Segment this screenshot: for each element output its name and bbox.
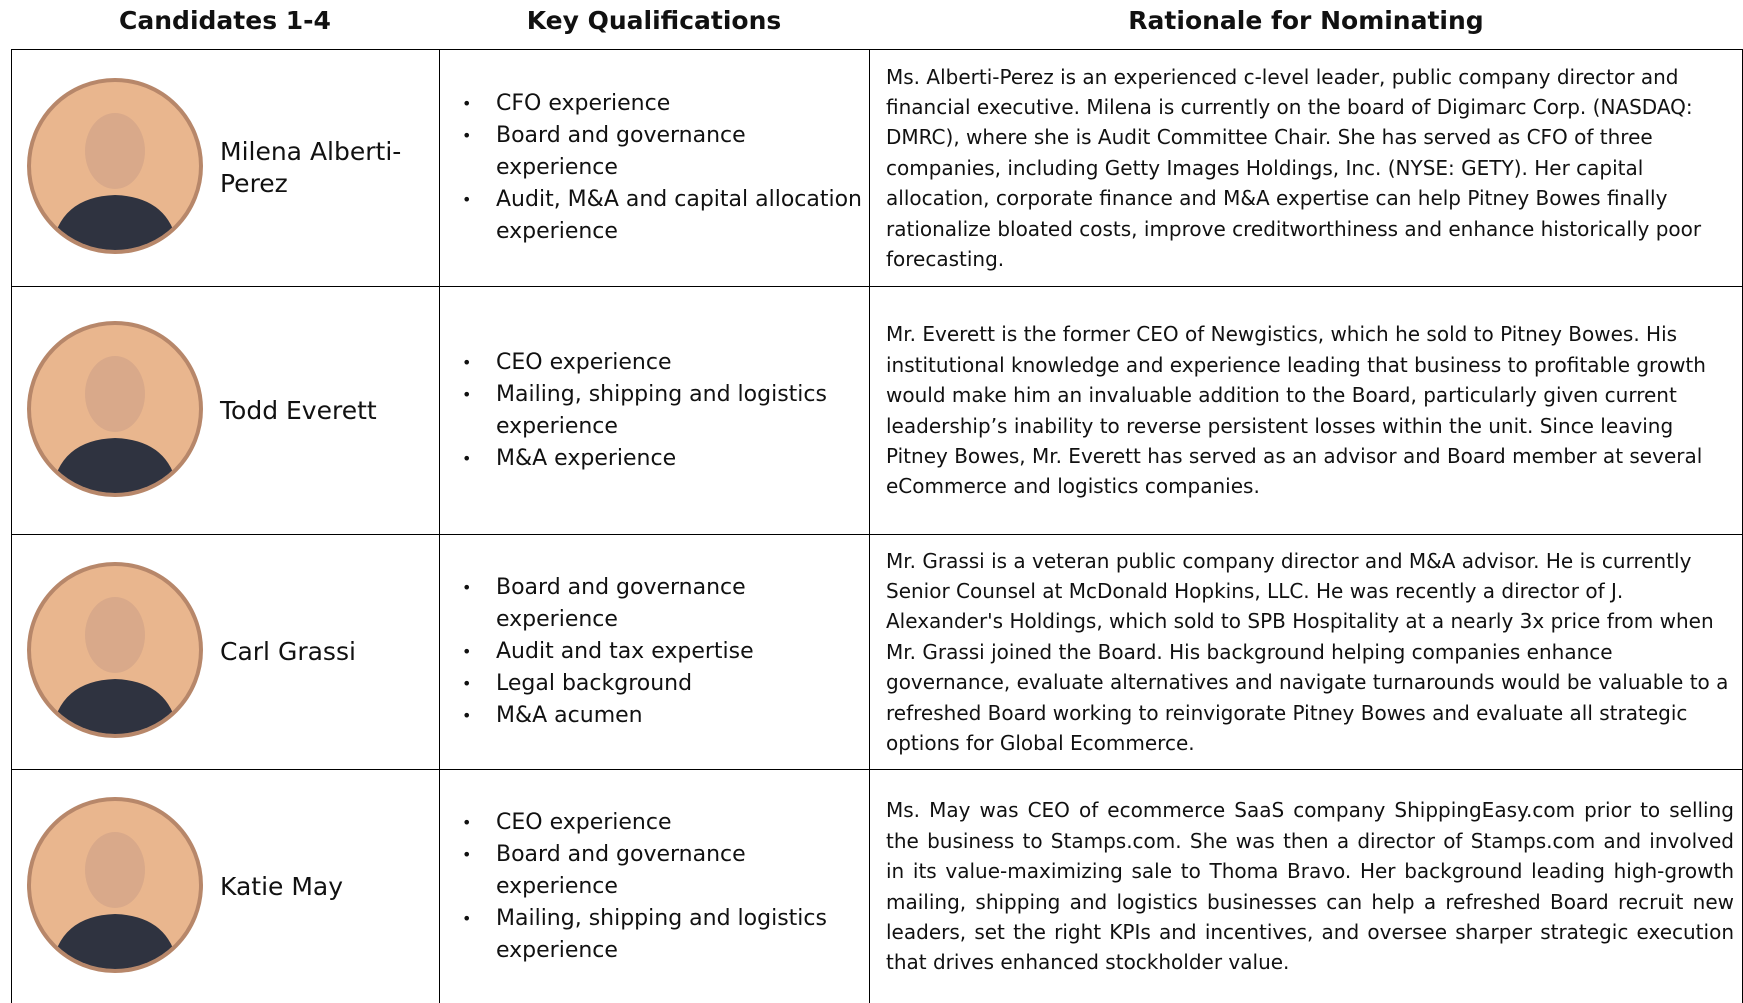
qualification: Mailing, shipping and logistics experien… [462,379,869,443]
name-cell: Todd Everett [11,287,439,534]
candidate-row: Todd Everett CEO experienceMailing, shipp… [11,286,1743,534]
rationale: Ms. May was CEO of ecommerce SaaS compan… [886,798,1734,975]
photo-frame [26,796,204,978]
column-header: Candidates 1-4 [119,6,331,35]
candidate-table: Milena Alberti-PerezCFO experienceBoard … [11,49,1743,1003]
photo [27,78,203,254]
rationale-cell: Ms. May was CEO of ecommerce SaaS compan… [869,770,1743,1003]
qualification-list: Board and governance experienceAudit and… [440,572,869,732]
qualifications-cell: CFO experienceBoard and governance exper… [439,50,869,286]
qualification: CFO experience [462,88,869,120]
qualification: Board and governance experience [462,839,869,903]
candidate-name: Todd Everett [220,395,377,425]
rationale-cell: Ms. Alberti-Perez is an experienced c-le… [869,50,1743,286]
qualification: Board and governance experience [462,120,869,184]
rationale: Mr. Grassi is a veteran public company d… [886,548,1729,756]
photo [27,562,203,738]
column-header: Key Qualifications [526,6,782,35]
qualification: Legal background [462,668,869,700]
qualifications-cell: CEO experienceBoard and governance exper… [439,770,869,1003]
qualification-list: CFO experienceBoard and governance exper… [440,88,869,248]
qualification-list: CEO experienceMailing, shipping and logi… [440,347,869,475]
rationale: Mr. Everett is the former CEO of Newgist… [886,322,1706,499]
photo-frame [26,561,204,743]
qualification: Audit and tax expertise [462,636,869,668]
photo [27,796,203,973]
qualifications-cell: CEO experienceMailing, shipping and logi… [439,287,869,534]
name-cell: Milena Alberti-Perez [11,50,439,286]
qualification: CEO experience [462,347,869,379]
qualification: CEO experience [462,807,869,839]
qualification: Mailing, shipping and logistics experien… [462,903,869,967]
name-cell: Katie May [11,770,439,1003]
qualification: Audit, M&A and capital allocation experi… [462,184,869,248]
candidate-row: Milena Alberti-Perez CFO experienceBoard … [11,49,1743,286]
name-cell: Carl Grassi [11,535,439,769]
qualification: M&A acumen [462,700,869,732]
photo-frame [26,320,204,502]
candidate-row: Carl Grassi Board and governance experien… [11,534,1743,769]
photo [27,320,203,497]
candidate-name: Katie May [220,871,344,901]
candidate-name: Milena Alberti-Perez [220,137,402,198]
rationale: Ms. Alberti-Perez is an experienced c-le… [886,64,1702,272]
photo-frame [26,77,204,259]
rationale-cell: Mr. Everett is the former CEO of Newgist… [869,287,1743,534]
rationale-cell: Mr. Grassi is a veteran public company d… [869,535,1743,769]
qualification-list: CEO experienceBoard and governance exper… [440,807,869,967]
column-header: Rationale for Nominating [1128,6,1484,35]
qualification: M&A experience [462,443,869,475]
qualification: Board and governance experience [462,572,869,636]
candidate-row: Katie May CEO experienceBoard and governa… [11,769,1743,1003]
candidate-name: Carl Grassi [220,637,356,666]
qualifications-cell: Board and governance experienceAudit and… [439,535,869,769]
